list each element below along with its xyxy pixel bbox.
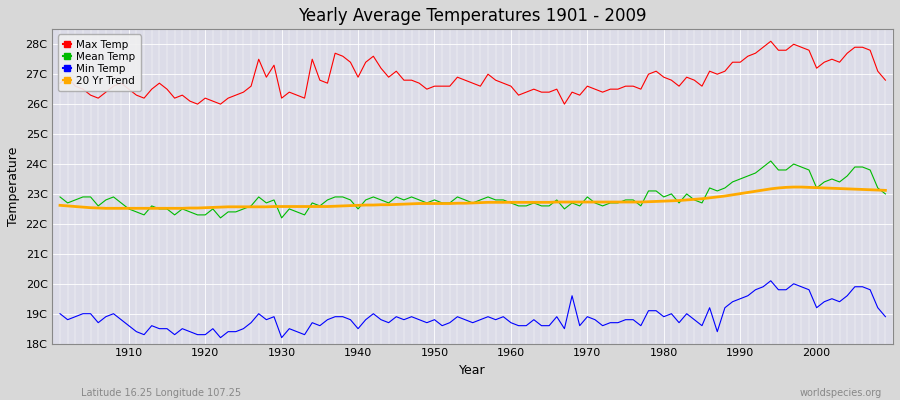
Y-axis label: Temperature: Temperature xyxy=(7,147,20,226)
Legend: Max Temp, Mean Temp, Min Temp, 20 Yr Trend: Max Temp, Mean Temp, Min Temp, 20 Yr Tre… xyxy=(58,34,140,91)
Text: worldspecies.org: worldspecies.org xyxy=(800,388,882,398)
Text: Latitude 16.25 Longitude 107.25: Latitude 16.25 Longitude 107.25 xyxy=(81,388,241,398)
Title: Yearly Average Temperatures 1901 - 2009: Yearly Average Temperatures 1901 - 2009 xyxy=(299,7,647,25)
X-axis label: Year: Year xyxy=(459,364,486,377)
